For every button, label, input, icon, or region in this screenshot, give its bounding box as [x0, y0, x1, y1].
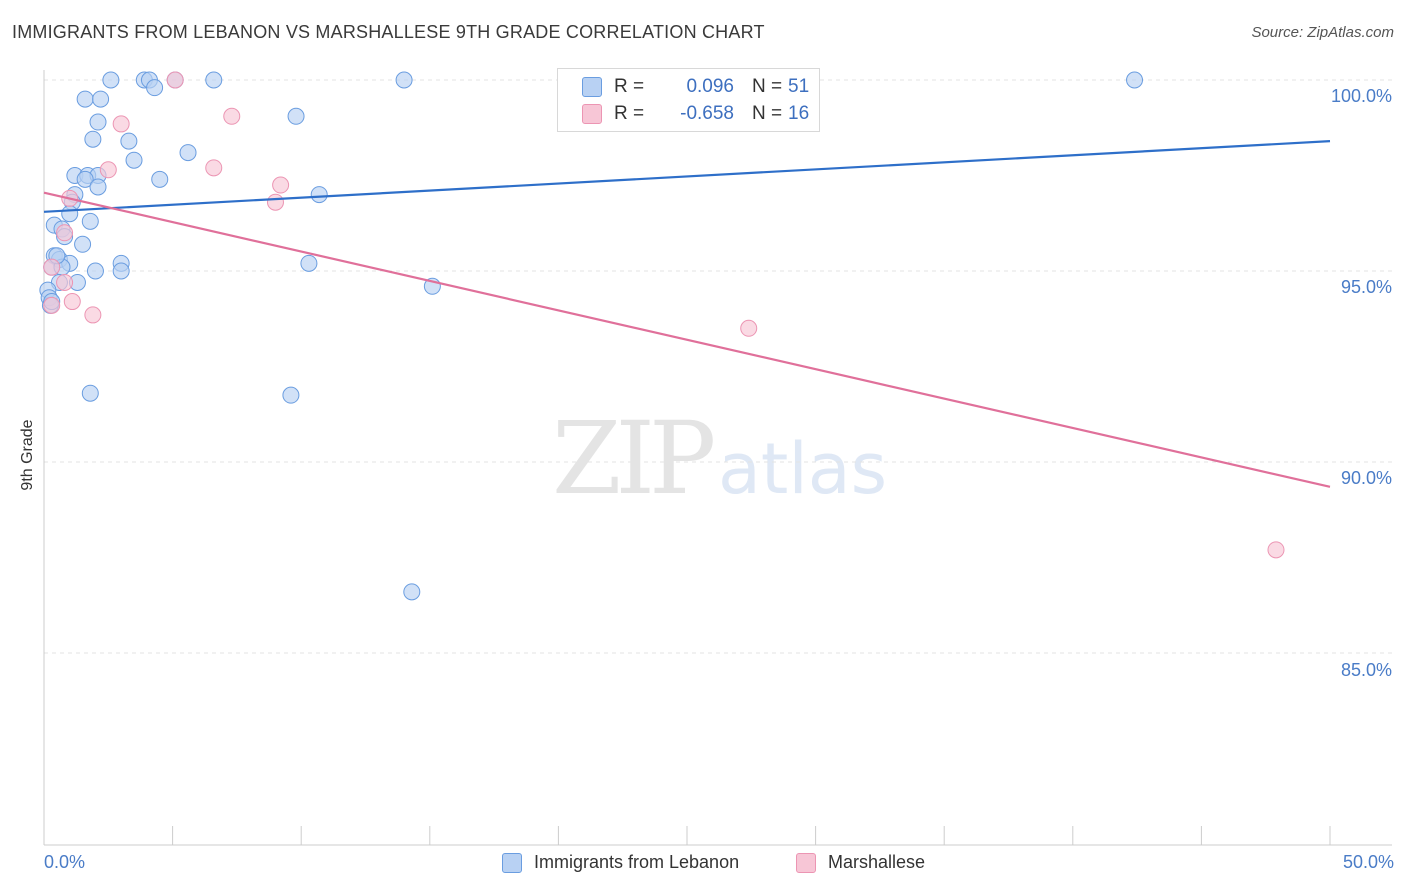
- point-marshallese: [43, 258, 61, 276]
- point-lebanon: [76, 90, 94, 108]
- point-lebanon: [125, 151, 143, 169]
- point-marshallese: [112, 115, 130, 133]
- stats-legend: R = 0.096 N = 51 R = -0.658 N = 16: [557, 68, 820, 132]
- point-lebanon: [84, 130, 102, 148]
- point-marshallese: [205, 159, 223, 177]
- point-marshallese: [272, 176, 290, 194]
- point-lebanon: [310, 186, 328, 204]
- point-lebanon: [151, 170, 169, 188]
- point-lebanon: [76, 170, 94, 188]
- point-marshallese: [1267, 541, 1285, 559]
- source-label: Source: ZipAtlas.com: [1251, 24, 1394, 41]
- point-lebanon: [205, 71, 223, 89]
- legend-n-value: 16: [788, 103, 810, 124]
- legend-n-value: 51: [788, 76, 810, 97]
- bottom-legend-swatch-blue: [502, 852, 522, 873]
- point-marshallese: [99, 161, 117, 179]
- point-marshallese: [266, 193, 284, 211]
- y-tick-label-100: 100.0%: [1330, 86, 1392, 106]
- bottom-legend-lebanon: Immigrants from Lebanon: [502, 852, 739, 873]
- legend-n-label: N =: [752, 76, 783, 97]
- y-tick-label-95: 95.0%: [1340, 277, 1392, 297]
- point-marshallese: [84, 306, 102, 324]
- legend-r-value: -0.658: [680, 103, 734, 124]
- point-lebanon: [61, 205, 79, 223]
- bottom-legend-marshallese: Marshallese: [796, 852, 925, 873]
- point-lebanon: [92, 90, 110, 108]
- x-tick-label-max: 50.0%: [1342, 852, 1394, 872]
- point-lebanon: [81, 384, 99, 402]
- bottom-legend-label-lebanon: Immigrants from Lebanon: [534, 852, 740, 872]
- legend-swatch-pink: [582, 104, 602, 124]
- point-lebanon: [1126, 71, 1144, 89]
- point-lebanon: [112, 262, 130, 280]
- legend-row-marshallese: R = -0.658 N = 16: [582, 102, 809, 126]
- point-lebanon: [102, 71, 120, 89]
- y-tick-label-90: 90.0%: [1340, 468, 1392, 488]
- point-lebanon: [287, 107, 305, 125]
- watermark-atlas: atlas: [718, 428, 888, 510]
- point-marshallese: [56, 273, 74, 291]
- bottom-legend-label-marshallese: Marshallese: [828, 852, 926, 872]
- point-lebanon: [395, 71, 413, 89]
- bottom-legend-swatch-pink: [796, 852, 816, 873]
- point-lebanon: [282, 386, 300, 404]
- point-marshallese: [166, 71, 184, 89]
- watermark-zip: ZIP: [552, 400, 716, 517]
- legend-swatch-blue: [582, 77, 602, 97]
- legend-row-lebanon: R = 0.096 N = 51: [582, 75, 809, 99]
- point-marshallese: [223, 107, 241, 125]
- point-marshallese: [740, 319, 758, 337]
- point-lebanon: [179, 144, 197, 162]
- legend-n-label: N =: [752, 103, 783, 124]
- point-lebanon: [146, 79, 164, 97]
- point-marshallese: [63, 293, 81, 311]
- trendline-lebanon: [43, 140, 1331, 213]
- point-marshallese: [43, 296, 61, 314]
- chart-title: IMMIGRANTS FROM LEBANON VS MARSHALLESE 9…: [12, 22, 765, 42]
- point-lebanon: [81, 212, 99, 230]
- point-lebanon: [403, 583, 421, 601]
- point-marshallese: [56, 224, 74, 242]
- point-lebanon: [86, 262, 104, 280]
- point-lebanon: [120, 132, 138, 150]
- trendline-marshallese: [43, 191, 1331, 488]
- legend-r-value: 0.096: [686, 76, 734, 97]
- point-lebanon: [89, 178, 107, 196]
- point-lebanon: [89, 113, 107, 131]
- legend-r-label: R =: [614, 103, 645, 124]
- point-lebanon: [300, 254, 318, 272]
- legend-r-label: R =: [614, 76, 645, 97]
- x-tick-label-min: 0.0%: [44, 852, 86, 872]
- point-lebanon: [74, 235, 92, 253]
- y-tick-label-85: 85.0%: [1340, 660, 1392, 680]
